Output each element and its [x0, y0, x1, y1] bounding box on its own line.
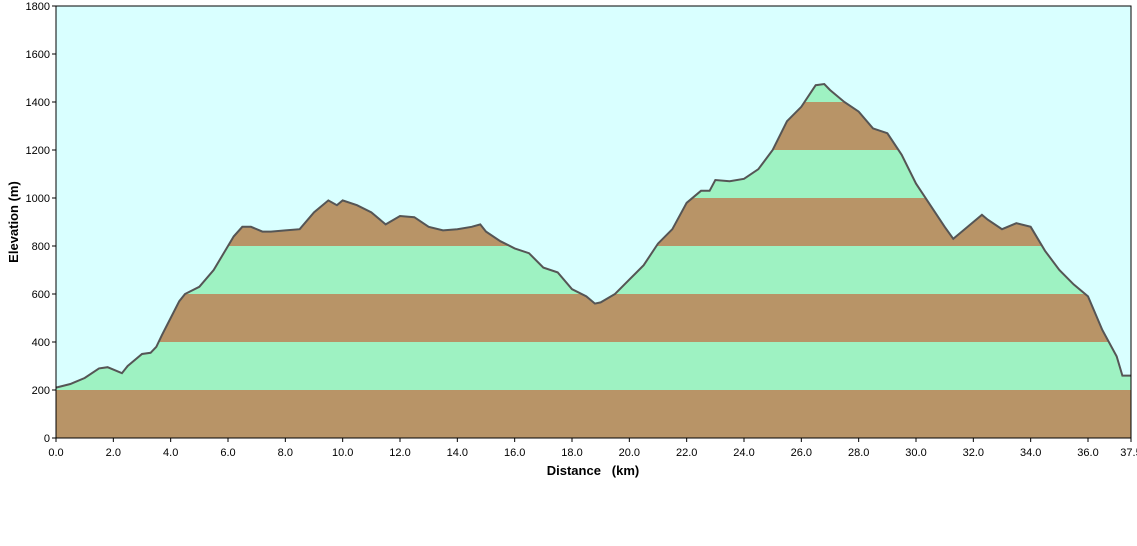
x-tick-label: 20.0	[619, 447, 640, 459]
x-tick-label: 0.0	[48, 447, 63, 459]
x-tick-label: 36.0	[1077, 447, 1098, 459]
x-tick-label: 16.0	[504, 447, 525, 459]
elevation-band	[56, 390, 1131, 438]
x-tick-label: 4.0	[163, 447, 178, 459]
x-tick-label: 18.0	[561, 447, 582, 459]
y-axis-label: Elevation (m)	[6, 181, 21, 263]
y-tick-label: 600	[32, 289, 50, 301]
x-tick-label: 2.0	[106, 447, 121, 459]
x-tick-label: 26.0	[791, 447, 812, 459]
x-tick-label: 22.0	[676, 447, 697, 459]
y-tick-label: 1000	[26, 193, 50, 205]
elevation-band	[56, 342, 1131, 390]
x-tick-label: 14.0	[447, 447, 468, 459]
x-tick-label: 12.0	[389, 447, 410, 459]
y-tick-label: 200	[32, 385, 50, 397]
y-tick-label: 1800	[26, 1, 50, 13]
x-tick-label: 30.0	[905, 447, 926, 459]
y-tick-label: 1200	[26, 145, 50, 157]
y-tick-label: 1600	[26, 49, 50, 61]
x-tick-label: 32.0	[963, 447, 984, 459]
elevation-line	[55, 82, 1131, 389]
x-tick-label: 34.0	[1020, 447, 1041, 459]
x-tick-label: 24.0	[733, 447, 754, 459]
y-tick-label: 1400	[26, 97, 50, 109]
plot-frame	[55, 5, 1132, 439]
x-tick-label: 8.0	[278, 447, 293, 459]
y-tick-label: 0	[44, 433, 50, 445]
y-tick-label: 800	[32, 241, 50, 253]
y-tick-label: 400	[32, 337, 50, 349]
x-tick-label: 28.0	[848, 447, 869, 459]
x-tick-label: 10.0	[332, 447, 353, 459]
x-tick-label: 37.5	[1120, 447, 1137, 459]
x-tick-label: 6.0	[220, 447, 235, 459]
x-axis-label: Distance (km)	[547, 463, 639, 478]
